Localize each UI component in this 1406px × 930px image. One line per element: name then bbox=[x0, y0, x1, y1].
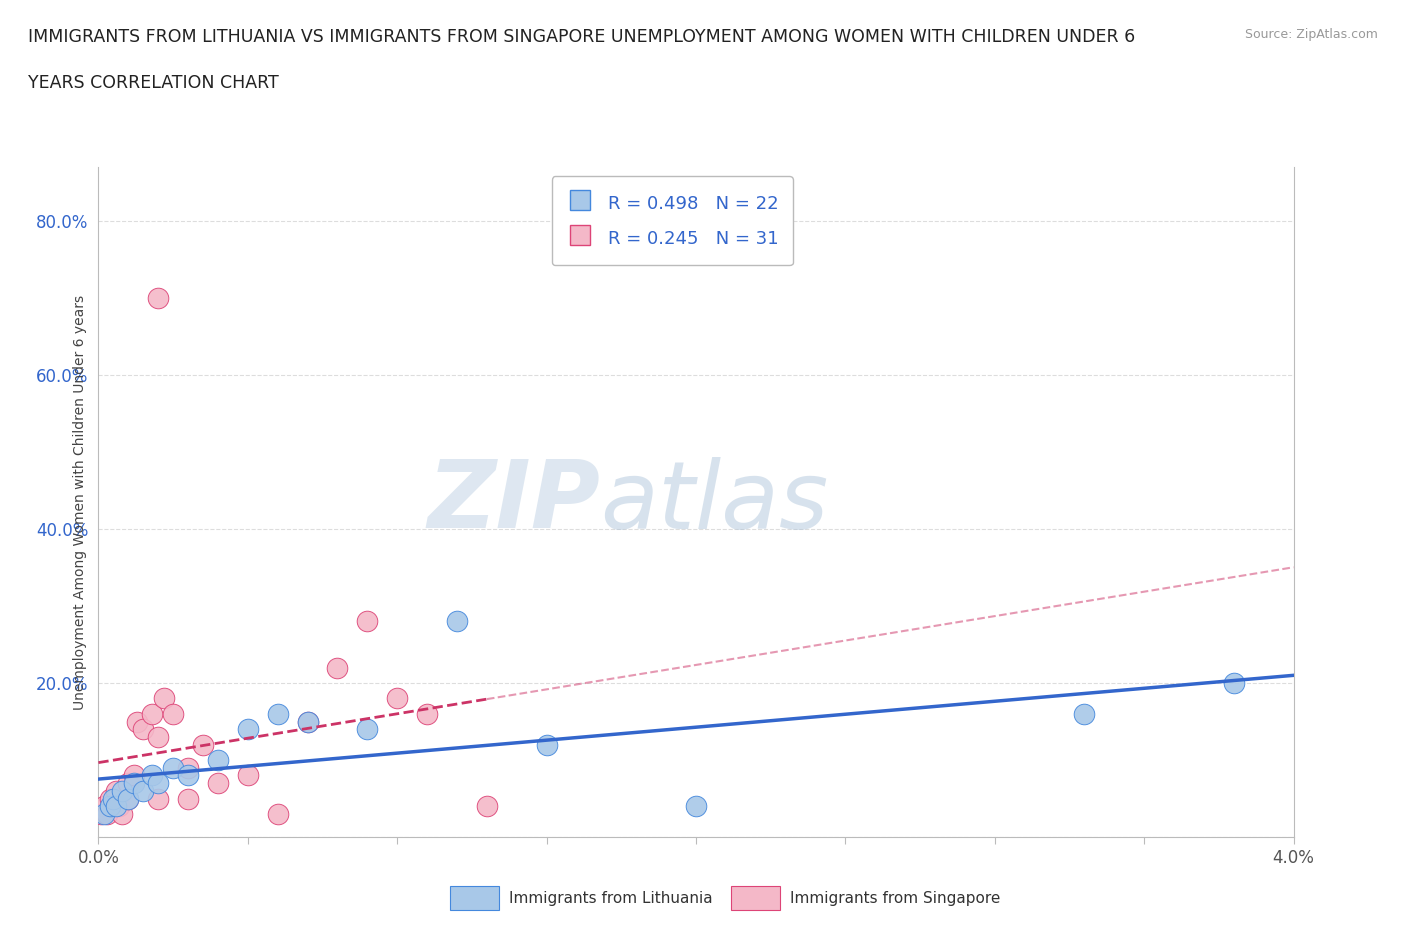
Point bbox=[96, 806, 118, 821]
Point bbox=[148, 729, 170, 744]
Point bbox=[148, 791, 170, 806]
Point bbox=[141, 768, 163, 783]
Y-axis label: Unemployment Among Women with Children Under 6 years: Unemployment Among Women with Children U… bbox=[73, 295, 87, 710]
Point bbox=[132, 722, 155, 737]
Text: IMMIGRANTS FROM LITHUANIA VS IMMIGRANTS FROM SINGAPORE UNEMPLOYMENT AMONG WOMEN : IMMIGRANTS FROM LITHUANIA VS IMMIGRANTS … bbox=[28, 28, 1136, 46]
Point bbox=[177, 791, 200, 806]
Point bbox=[124, 776, 146, 790]
Point bbox=[356, 722, 378, 737]
Point bbox=[117, 791, 139, 806]
Text: atlas: atlas bbox=[600, 457, 828, 548]
Text: Immigrants from Singapore: Immigrants from Singapore bbox=[790, 891, 1001, 906]
Point bbox=[297, 714, 319, 729]
Point bbox=[685, 799, 707, 814]
Point bbox=[148, 776, 170, 790]
Text: YEARS CORRELATION CHART: YEARS CORRELATION CHART bbox=[28, 74, 278, 92]
Point bbox=[93, 799, 115, 814]
Point bbox=[103, 799, 125, 814]
Point bbox=[267, 707, 290, 722]
Point bbox=[207, 752, 229, 767]
Text: ZIP: ZIP bbox=[427, 457, 600, 548]
Point bbox=[162, 707, 184, 722]
Point bbox=[177, 761, 200, 776]
Point bbox=[117, 791, 139, 806]
Point bbox=[105, 783, 128, 798]
Text: Immigrants from Lithuania: Immigrants from Lithuania bbox=[509, 891, 713, 906]
Point bbox=[177, 768, 200, 783]
Point bbox=[111, 783, 134, 798]
Point bbox=[207, 776, 229, 790]
Point bbox=[127, 714, 149, 729]
Point bbox=[132, 783, 155, 798]
Point bbox=[191, 737, 214, 752]
Point bbox=[162, 761, 184, 776]
Point bbox=[385, 691, 409, 706]
Point bbox=[446, 614, 468, 629]
Point bbox=[356, 614, 378, 629]
Point bbox=[93, 806, 115, 821]
Point bbox=[105, 799, 128, 814]
Point bbox=[416, 707, 439, 722]
Point bbox=[117, 776, 139, 790]
Point bbox=[267, 806, 290, 821]
Point bbox=[236, 768, 259, 783]
Point bbox=[108, 799, 131, 814]
Point bbox=[111, 806, 134, 821]
Point bbox=[148, 291, 170, 306]
Point bbox=[326, 660, 349, 675]
Text: Source: ZipAtlas.com: Source: ZipAtlas.com bbox=[1244, 28, 1378, 41]
Point bbox=[98, 799, 122, 814]
Point bbox=[536, 737, 558, 752]
Point bbox=[90, 806, 112, 821]
Point bbox=[475, 799, 498, 814]
Point bbox=[98, 791, 122, 806]
Point bbox=[1222, 675, 1246, 690]
Point bbox=[141, 707, 163, 722]
Point bbox=[1073, 707, 1095, 722]
Point bbox=[103, 791, 125, 806]
Point bbox=[153, 691, 176, 706]
Point bbox=[236, 722, 259, 737]
Point bbox=[124, 768, 146, 783]
Point bbox=[297, 714, 319, 729]
Legend: R = 0.498   N = 22, R = 0.245   N = 31: R = 0.498 N = 22, R = 0.245 N = 31 bbox=[551, 177, 793, 265]
